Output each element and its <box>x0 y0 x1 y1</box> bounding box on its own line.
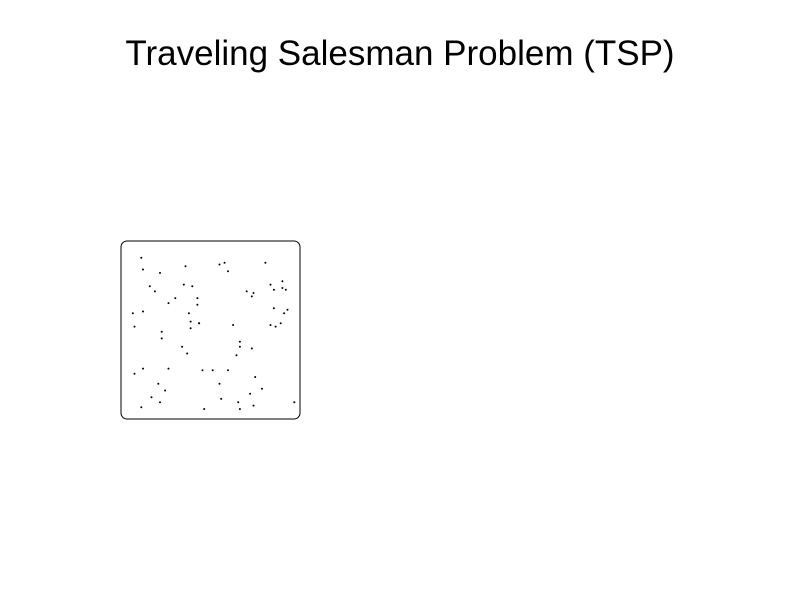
city-point <box>269 283 272 286</box>
city-point <box>211 369 214 372</box>
city-point <box>264 261 267 264</box>
board-frame <box>120 240 301 420</box>
city-layer <box>131 256 296 410</box>
city-point <box>238 345 241 348</box>
city-point <box>196 303 199 306</box>
city-point <box>254 376 257 378</box>
city-point <box>293 401 296 404</box>
city-point <box>196 297 199 300</box>
city-point <box>164 389 167 392</box>
city-point <box>269 324 272 326</box>
city-point <box>189 327 192 330</box>
city-point <box>133 325 136 328</box>
city-point <box>131 312 134 315</box>
city-point <box>142 310 144 313</box>
city-point <box>191 285 194 288</box>
city-point <box>142 367 144 370</box>
city-point <box>203 408 206 410</box>
city-point <box>159 271 161 274</box>
city-point <box>250 347 253 350</box>
city-point <box>218 382 221 385</box>
city-point <box>261 387 263 390</box>
city-point <box>140 406 143 409</box>
city-point <box>159 401 161 404</box>
city-point <box>153 290 156 293</box>
city-point <box>157 382 160 385</box>
city-point <box>245 290 248 293</box>
city-point <box>218 263 221 266</box>
city-point <box>237 401 240 404</box>
city-point <box>181 345 184 348</box>
city-point <box>189 320 192 323</box>
city-point <box>150 396 153 399</box>
city-point <box>249 392 252 395</box>
city-point <box>272 288 275 291</box>
city-point <box>227 270 229 273</box>
city-point <box>286 308 289 311</box>
city-point <box>133 372 136 375</box>
city-point <box>235 354 238 357</box>
city-point <box>223 261 226 264</box>
city-point <box>184 265 187 268</box>
city-point <box>220 397 223 400</box>
city-point <box>284 288 287 291</box>
city-point <box>238 340 241 343</box>
city-point <box>160 337 163 340</box>
city-point <box>142 268 144 271</box>
city-point <box>232 324 235 326</box>
city-point <box>174 297 177 300</box>
city-point <box>186 352 189 355</box>
city-point <box>272 307 275 310</box>
city-point <box>167 302 170 305</box>
city-point <box>279 322 282 325</box>
city-point <box>250 295 253 298</box>
city-point <box>198 322 201 325</box>
city-point <box>281 280 284 283</box>
page-title: Traveling Salesman Problem (TSP) <box>125 34 675 73</box>
city-point <box>252 292 255 294</box>
city-point <box>238 408 241 410</box>
city-point <box>227 369 229 372</box>
city-point <box>281 287 284 289</box>
city-point <box>140 256 143 259</box>
city-point <box>187 312 190 315</box>
tsp-board <box>120 240 301 420</box>
city-point <box>182 283 185 286</box>
city-point <box>252 404 255 407</box>
city-point <box>201 369 204 372</box>
city-point <box>148 285 151 288</box>
city-point <box>283 312 286 315</box>
city-point <box>160 330 163 333</box>
city-point <box>274 325 277 328</box>
city-point <box>167 367 170 370</box>
